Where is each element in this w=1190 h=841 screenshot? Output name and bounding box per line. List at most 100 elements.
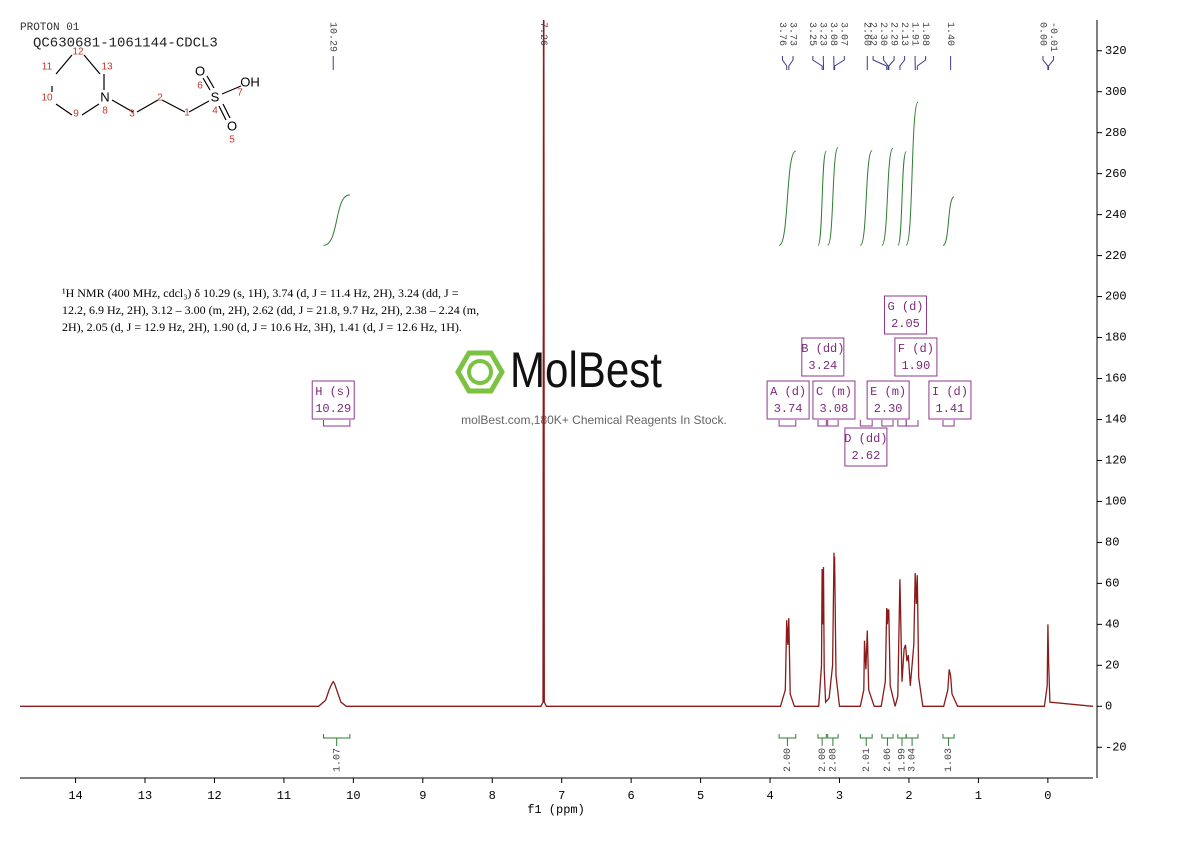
- atom-number: 2: [157, 93, 163, 104]
- atom-label: O: [227, 118, 237, 133]
- peak-connector: [899, 56, 906, 70]
- integral-bracket: [817, 734, 827, 739]
- peak-label: 3.07: [838, 22, 849, 46]
- x-tick-label: 6: [628, 789, 635, 803]
- multiplet-range: [827, 420, 839, 427]
- multiplet-range: [322, 420, 351, 427]
- multiplet-name: H (s): [315, 385, 351, 399]
- y-tick-label: 100: [1105, 495, 1127, 509]
- atom-number: 10: [41, 93, 53, 104]
- multiplet-range: [897, 420, 907, 427]
- multiplet-box: [844, 427, 888, 467]
- integral-label: 3.04: [908, 748, 919, 772]
- integral-curve: [323, 194, 351, 246]
- multiplet-shift: 1.41: [936, 402, 965, 416]
- y-tick-label: -20: [1105, 740, 1127, 754]
- atom-label: S: [211, 89, 220, 104]
- peak-connector: [1042, 56, 1049, 70]
- integral-label: 2.00: [783, 748, 794, 772]
- multiplet-name: D (dd): [844, 432, 887, 446]
- multiplet-name: G (d): [887, 300, 923, 314]
- peak-label: 3.08: [827, 22, 838, 46]
- multiplet-shift: 2.30: [874, 402, 903, 416]
- integral-bracket: [827, 734, 839, 739]
- peak-connector: [916, 56, 927, 70]
- watermark-brand: MolBest: [510, 342, 662, 398]
- y-tick-label: 160: [1105, 372, 1127, 386]
- multiplet-box: [866, 380, 910, 420]
- multiplet-box: [928, 380, 972, 420]
- integral-curve: [859, 150, 873, 246]
- subtitle: QC630681-1061144-CDCL3: [33, 36, 218, 52]
- description: ¹H NMR (400 MHz, cdcl₃) δ 10.29 (s, 1H),…: [62, 286, 479, 334]
- description-line: 12.2, 6.9 Hz, 2H), 3.12 – 3.00 (m, 2H), …: [62, 303, 479, 317]
- integral-label: 1.99: [898, 748, 909, 772]
- x-tick-label: 11: [277, 789, 291, 803]
- atom-label: OH: [240, 74, 260, 89]
- multiplet-name: C (m): [816, 385, 852, 399]
- atom-label: N: [100, 89, 109, 104]
- peak-connector: [888, 56, 895, 70]
- x-tick-label: 5: [697, 789, 704, 803]
- integral-label: 2.08: [829, 748, 840, 772]
- multiplet-name: E (m): [870, 385, 906, 399]
- integral-curve: [778, 150, 797, 246]
- y-tick-label: 0: [1105, 699, 1112, 713]
- atom-number: 6: [197, 81, 203, 92]
- multiplet-name: B (dd): [801, 342, 844, 356]
- y-tick-label: 240: [1105, 208, 1127, 222]
- multiplet-shift: 3.24: [808, 359, 837, 373]
- atom-number: 3: [129, 109, 135, 120]
- multiplet-box: [883, 295, 927, 335]
- x-tick-label: 3: [836, 789, 843, 803]
- atom-number: 5: [229, 135, 235, 146]
- watermark-tagline: molBest.com,180K+ Chemical Reagents In S…: [461, 413, 727, 427]
- y-tick-label: 300: [1105, 85, 1127, 99]
- x-tick-label: 14: [68, 789, 82, 803]
- multiplet-box: [801, 337, 845, 377]
- y-tick-label: 80: [1105, 536, 1119, 550]
- title: PROTON 01: [20, 22, 80, 34]
- atom-number: 9: [73, 109, 79, 120]
- x-tick-label: 2: [905, 789, 912, 803]
- integral-bracket: [905, 734, 919, 739]
- peak-label: 2.29: [887, 22, 898, 46]
- multiplet-range: [817, 420, 827, 427]
- spectrum: [20, 20, 1093, 707]
- atom-label: O: [195, 63, 205, 78]
- x-tick-label: 13: [138, 789, 152, 803]
- y-tick-label: 140: [1105, 413, 1127, 427]
- peak-connector: [788, 56, 794, 70]
- y-tick-label: 40: [1105, 618, 1119, 632]
- multiplet-range: [778, 420, 797, 427]
- multiplet-shift: 2.05: [891, 317, 920, 331]
- y-tick-label: 200: [1105, 290, 1127, 304]
- atom-number: 1: [184, 108, 190, 119]
- peak-label: 1.91: [908, 22, 919, 46]
- integral-bracket: [778, 734, 797, 739]
- integral-bracket: [881, 734, 894, 739]
- multiplet-range: [859, 420, 873, 427]
- y-tick-label: 320: [1105, 44, 1127, 58]
- multiplet-shift: 10.29: [315, 402, 351, 416]
- integral-curve: [905, 101, 919, 246]
- x-tick-label: 9: [419, 789, 426, 803]
- peak-label: 0.00: [1036, 22, 1047, 46]
- multiplet-box: [894, 337, 938, 377]
- y-tick-label: 60: [1105, 577, 1119, 591]
- multiplet-shift: 2.62: [851, 449, 880, 463]
- multiplet-box: [766, 380, 810, 420]
- integral-curve: [827, 146, 839, 246]
- peak-label: 1.88: [919, 22, 930, 46]
- integral-label: 1.03: [944, 748, 955, 772]
- integral-curve: [942, 196, 955, 246]
- y-tick-label: 220: [1105, 249, 1127, 263]
- peak-connector: [812, 56, 823, 70]
- multiplet-box: [311, 380, 355, 420]
- logo: [455, 350, 505, 394]
- peak-label: 1.40: [944, 22, 955, 46]
- integral-label: 2.06: [883, 748, 894, 772]
- atom-number: 7: [237, 88, 243, 99]
